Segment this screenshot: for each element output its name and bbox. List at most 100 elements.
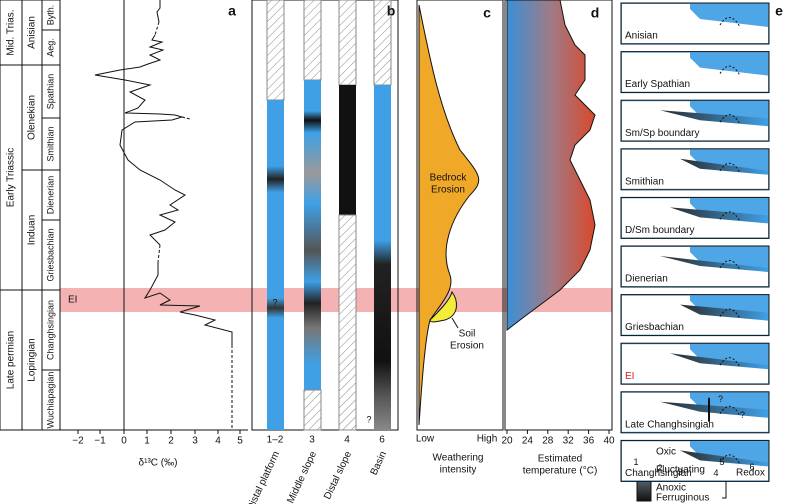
scenario-label: D/Sm boundary bbox=[625, 225, 694, 236]
strat-series: Induan bbox=[27, 215, 38, 246]
mound bbox=[719, 65, 741, 76]
x-tick-label: 40 bbox=[603, 436, 615, 447]
strat-stage: Wuchiapagian bbox=[45, 372, 55, 429]
x-tick-label: 2 bbox=[168, 436, 174, 447]
anoxic-wedge bbox=[680, 450, 768, 467]
axis-title: Estimated bbox=[538, 454, 582, 465]
anoxic-wedge bbox=[680, 158, 768, 175]
section-number: 4 bbox=[713, 468, 718, 478]
mound bbox=[719, 260, 741, 271]
strat-stage: Aeg. bbox=[45, 38, 55, 57]
panel-a bbox=[0, 0, 248, 431]
section-number: 3 bbox=[309, 435, 315, 446]
strat-stage: Spathian bbox=[45, 74, 55, 110]
x-tick-label: 0 bbox=[121, 436, 127, 447]
strat-stage: Dienerian bbox=[45, 176, 55, 215]
section-setting: Basin bbox=[369, 450, 390, 477]
panel-c bbox=[416, 0, 504, 431]
scenario-label: EI bbox=[625, 371, 634, 382]
scenario-label: Changhsingian bbox=[625, 468, 692, 479]
mound bbox=[719, 454, 741, 465]
land bbox=[622, 101, 768, 141]
scenario-box: Griesbachian bbox=[620, 294, 770, 337]
axis-title: intensity bbox=[440, 465, 477, 476]
section-number: 1–2 bbox=[267, 435, 284, 446]
legend-item: Oxic bbox=[656, 447, 676, 458]
axis-high: High bbox=[477, 434, 498, 445]
section-number: 2 bbox=[657, 463, 662, 473]
legend-item: Fluctuating bbox=[656, 465, 705, 476]
x-tick-label: 20 bbox=[501, 436, 513, 447]
scenario-label: Smithian bbox=[625, 176, 664, 187]
arrow-query: ? bbox=[740, 410, 745, 420]
land bbox=[622, 392, 768, 432]
strat-stage: Smithian bbox=[45, 126, 55, 161]
temperature-area bbox=[506, 0, 596, 332]
axis-title: Weathering bbox=[433, 453, 484, 464]
land bbox=[622, 247, 768, 286]
scenario-box: Early Spathian bbox=[620, 51, 770, 94]
bedrock-label: Erosion bbox=[431, 185, 465, 196]
mound bbox=[719, 211, 741, 222]
panel-letter: d bbox=[591, 5, 600, 21]
x-tick-label: 28 bbox=[542, 436, 554, 447]
axis-low: Low bbox=[416, 434, 435, 445]
land bbox=[622, 198, 768, 238]
land bbox=[622, 344, 768, 384]
strat-stage: Griesbachian bbox=[45, 228, 55, 281]
scenario-box: Sm/Sp boundary bbox=[620, 99, 770, 142]
soil-label: Soil bbox=[459, 329, 476, 340]
strat-series: Olenekian bbox=[27, 95, 38, 140]
panel-letter: b bbox=[387, 3, 396, 19]
mound bbox=[719, 17, 741, 28]
scenario-label: Sm/Sp boundary bbox=[625, 128, 700, 139]
x-tick-label: −2 bbox=[72, 436, 84, 447]
section-setting: Middle slope bbox=[285, 449, 319, 504]
axis-title: temperature (°C) bbox=[523, 466, 598, 477]
section-number: 3 bbox=[677, 467, 682, 477]
x-tick-label: 1 bbox=[144, 436, 150, 447]
anoxic-wedge bbox=[680, 304, 768, 321]
unknown-mark: ? bbox=[366, 414, 371, 424]
bedrock-erosion-area bbox=[418, 4, 480, 426]
x-tick-label: 3 bbox=[192, 436, 198, 447]
legend-item: Ferruginous bbox=[656, 493, 709, 504]
unknown-mark: ? bbox=[272, 297, 277, 307]
x-tick-label: −1 bbox=[94, 436, 106, 447]
scenario-box: Dienerian bbox=[620, 245, 770, 288]
anoxic-wedge bbox=[660, 110, 768, 127]
panel-letter: a bbox=[228, 3, 236, 19]
land bbox=[622, 52, 768, 92]
land bbox=[622, 295, 768, 335]
land bbox=[622, 149, 768, 189]
strat-system: Early Triassic bbox=[6, 148, 17, 207]
x-tick-label: 5 bbox=[237, 436, 243, 447]
strat-frame bbox=[0, 0, 61, 431]
arrow-query: ? bbox=[718, 394, 723, 404]
carbon-isotope-curve bbox=[94, 0, 233, 345]
x-tick-label: 4 bbox=[215, 436, 221, 447]
scenario-label: Dienerian bbox=[625, 274, 668, 285]
section-number: 1 bbox=[633, 457, 638, 467]
event-label: EI bbox=[68, 295, 77, 306]
panel-d bbox=[504, 0, 613, 431]
scenario-label: Griesbachian bbox=[625, 322, 684, 333]
strat-stage: Byth. bbox=[45, 5, 55, 26]
section-number: 6 bbox=[379, 435, 385, 446]
x-tick-label: 36 bbox=[583, 436, 595, 447]
panel-letter: c bbox=[483, 5, 491, 21]
carbon-isotope-curve-dashed bbox=[154, 21, 233, 430]
section-number: 4 bbox=[344, 435, 350, 446]
mound bbox=[719, 114, 741, 125]
x-tick-label: 24 bbox=[522, 436, 534, 447]
scenario-label: Early Spathian bbox=[625, 79, 690, 90]
section-number: 5 bbox=[719, 457, 724, 467]
legend-title: Redox bbox=[736, 468, 765, 479]
scenario-label: Late Changhsingian bbox=[625, 419, 714, 430]
anoxic-wedge bbox=[660, 256, 768, 272]
anoxic-wedge bbox=[670, 353, 768, 370]
mound bbox=[719, 357, 741, 368]
x-axis-label: δ¹³C (‰) bbox=[139, 458, 178, 469]
strat-stage: Changhsingian bbox=[45, 300, 55, 360]
